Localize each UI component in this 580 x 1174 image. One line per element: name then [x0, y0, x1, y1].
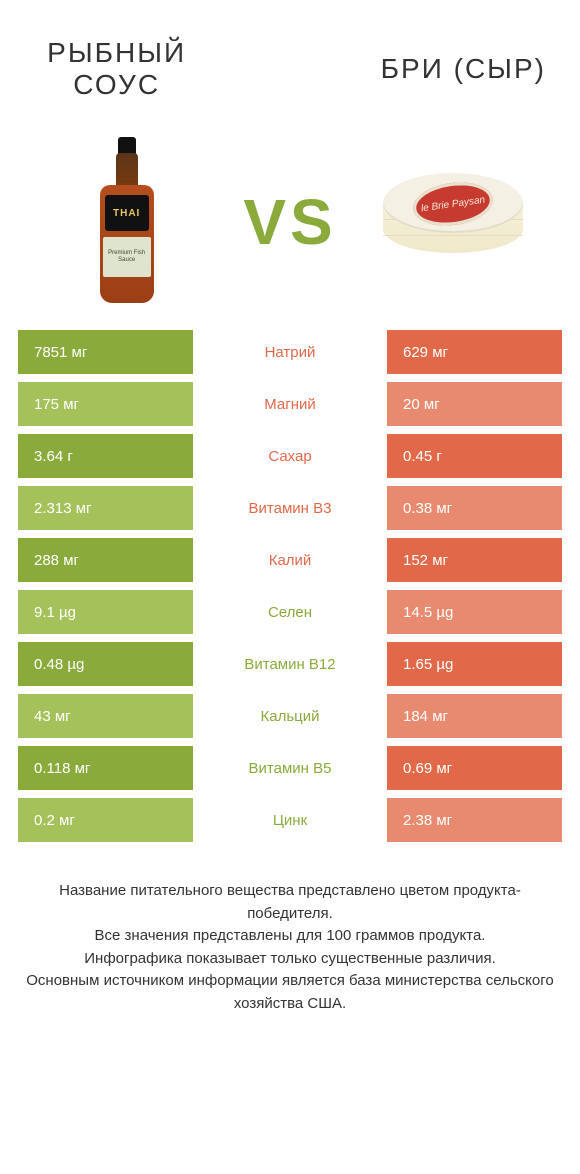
- table-row: 9.1 µgСелен14.5 µg: [18, 590, 562, 634]
- left-value-cell: 3.64 г: [18, 434, 193, 478]
- footer-line: Инфографика показывает только существенн…: [24, 948, 556, 971]
- comparison-table: 7851 мгНатрий629 мг 175 мгМагний20 мг 3.64…: [0, 330, 580, 842]
- bottle-sub-label: Premium Fish Sauce: [103, 250, 151, 264]
- right-value-cell: 20 мг: [387, 382, 562, 426]
- left-value-cell: 0.2 мг: [18, 798, 193, 842]
- footer-notes: Название питательного вещества представл…: [0, 850, 580, 1015]
- vs-label: VS: [233, 185, 346, 259]
- footer-line: Все значения представлены для 100 граммо…: [24, 925, 556, 948]
- nutrient-name-cell: Витамин B5: [193, 746, 387, 790]
- right-value-cell: 2.38 мг: [387, 798, 562, 842]
- nutrient-name-cell: Калий: [193, 538, 387, 582]
- left-value-cell: 175 мг: [18, 382, 193, 426]
- table-row: 175 мгМагний20 мг: [18, 382, 562, 426]
- right-value-cell: 0.69 мг: [387, 746, 562, 790]
- left-value-cell: 288 мг: [18, 538, 193, 582]
- nutrient-name-cell: Кальций: [193, 694, 387, 738]
- right-product-image: le Brie Paysan: [347, 167, 560, 277]
- nutrient-name-cell: Магний: [193, 382, 387, 426]
- footer-line: Название питательного вещества представл…: [24, 880, 556, 925]
- table-row: 288 мгКалий152 мг: [18, 538, 562, 582]
- right-value-cell: 152 мг: [387, 538, 562, 582]
- bottle-brand-label: THAI: [113, 208, 140, 219]
- left-value-cell: 0.48 µg: [18, 642, 193, 686]
- table-row: 0.118 мгВитамин B50.69 мг: [18, 746, 562, 790]
- right-product-title: Бри (сыр): [377, 53, 550, 85]
- fish-sauce-bottle-icon: THAI Premium Fish Sauce: [97, 137, 157, 307]
- table-row: 2.313 мгВитамин B30.38 мг: [18, 486, 562, 530]
- nutrient-name-cell: Цинк: [193, 798, 387, 842]
- right-value-cell: 0.45 г: [387, 434, 562, 478]
- left-value-cell: 2.313 мг: [18, 486, 193, 530]
- table-row: 7851 мгНатрий629 мг: [18, 330, 562, 374]
- nutrient-name-cell: Витамин B12: [193, 642, 387, 686]
- table-row: 3.64 гСахар0.45 г: [18, 434, 562, 478]
- nutrient-name-cell: Селен: [193, 590, 387, 634]
- left-product-image: THAI Premium Fish Sauce: [20, 137, 233, 307]
- brie-cheese-icon: le Brie Paysan: [373, 167, 533, 277]
- right-value-cell: 629 мг: [387, 330, 562, 374]
- footer-line: Основным источником информации является …: [24, 970, 556, 1015]
- nutrient-name-cell: Сахар: [193, 434, 387, 478]
- right-value-cell: 1.65 µg: [387, 642, 562, 686]
- left-value-cell: 0.118 мг: [18, 746, 193, 790]
- left-value-cell: 9.1 µg: [18, 590, 193, 634]
- nutrient-name-cell: Витамин B3: [193, 486, 387, 530]
- right-value-cell: 0.38 мг: [387, 486, 562, 530]
- left-product-title: Рыбный соус: [30, 37, 203, 101]
- table-row: 0.2 мгЦинк2.38 мг: [18, 798, 562, 842]
- brie-sticker-label: le Brie Paysan: [421, 194, 486, 214]
- table-row: 43 мгКальций184 мг: [18, 694, 562, 738]
- nutrient-name-cell: Натрий: [193, 330, 387, 374]
- table-row: 0.48 µgВитамин B121.65 µg: [18, 642, 562, 686]
- right-value-cell: 184 мг: [387, 694, 562, 738]
- left-value-cell: 43 мг: [18, 694, 193, 738]
- left-value-cell: 7851 мг: [18, 330, 193, 374]
- right-value-cell: 14.5 µg: [387, 590, 562, 634]
